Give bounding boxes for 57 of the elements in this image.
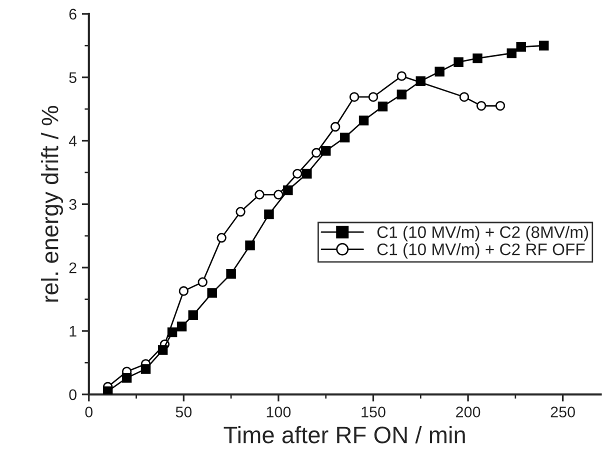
y-axis-title: rel. energy drift / %: [41, 106, 64, 302]
y-tick-label: 3: [69, 199, 76, 210]
x-axis-title: Time after RF ON / min: [224, 426, 465, 444]
y-tick-label: 1: [70, 326, 76, 337]
point: [320, 146, 331, 156]
point: [158, 345, 168, 355]
y-tick-label: 6: [69, 8, 76, 20]
point: [245, 240, 255, 250]
point: [330, 122, 340, 132]
point: [292, 168, 302, 179]
point: [396, 90, 407, 100]
point: [236, 206, 246, 217]
x-tick-label: 250: [550, 406, 575, 418]
point: [226, 269, 236, 279]
point: [122, 373, 132, 383]
point: [188, 310, 198, 320]
y-tick-label: 5: [69, 72, 76, 84]
x-tick-label: 150: [362, 406, 386, 418]
x-tick-label: 0: [85, 406, 93, 418]
point: [207, 288, 217, 298]
y-tick-label: 4: [68, 136, 77, 146]
legend-label: C1 (10 MV/m) + C2 RF OFF: [377, 243, 585, 259]
legend-label: C1 (10 MV/m) + C2 (8MV/m): [377, 226, 588, 242]
point: [472, 53, 482, 64]
point: [302, 168, 312, 179]
point: [264, 209, 274, 220]
point: [198, 277, 208, 288]
point: [167, 327, 178, 338]
y-tick-label: 2: [69, 262, 76, 274]
point: [459, 92, 470, 102]
point: [254, 190, 264, 200]
point: [340, 132, 350, 142]
point: [176, 322, 187, 332]
point: [274, 190, 284, 200]
point: [454, 57, 464, 67]
point: [476, 101, 486, 111]
y-tick-label: 0: [69, 389, 76, 400]
point: [434, 66, 444, 76]
point: [102, 386, 113, 394]
point: [539, 40, 549, 50]
point: [358, 116, 369, 126]
point: [283, 185, 293, 196]
x-tick-label: 100: [266, 406, 291, 418]
point: [312, 148, 322, 158]
x-tick-label: 50: [176, 406, 192, 418]
point: [216, 232, 226, 243]
point: [506, 48, 516, 58]
point: [378, 102, 388, 112]
point: [178, 286, 189, 296]
point: [516, 42, 526, 52]
point: [495, 101, 506, 111]
point: [396, 71, 407, 81]
point: [368, 92, 378, 102]
point: [140, 364, 151, 374]
point: [416, 76, 426, 86]
point: [349, 92, 360, 102]
x-tick-label: 200: [456, 406, 480, 418]
